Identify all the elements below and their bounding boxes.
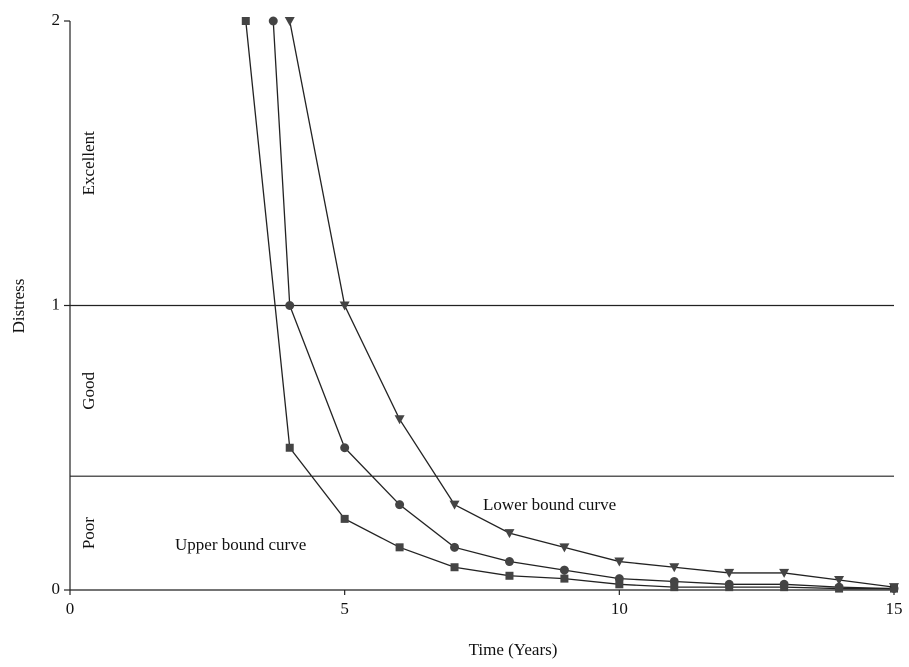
series-line xyxy=(289,20,895,588)
marker xyxy=(834,576,845,586)
y-axis-label: Distress xyxy=(9,279,28,334)
marker xyxy=(505,571,514,580)
marker xyxy=(614,557,625,567)
annotation: Upper bound curve xyxy=(175,535,306,554)
marker xyxy=(395,500,405,510)
marker xyxy=(559,565,569,575)
marker xyxy=(779,568,790,578)
marker xyxy=(889,583,899,593)
marker xyxy=(450,542,460,552)
y-tick-label: 2 xyxy=(52,10,61,29)
marker xyxy=(559,543,570,553)
marker xyxy=(449,500,460,510)
marker xyxy=(284,17,295,26)
zone-label: Good xyxy=(79,371,98,409)
marker xyxy=(779,579,789,589)
marker xyxy=(339,301,350,311)
x-tick-label: 5 xyxy=(340,599,349,618)
marker xyxy=(724,568,735,578)
x-tick-label: 0 xyxy=(66,599,75,618)
marker xyxy=(340,514,349,523)
marker xyxy=(834,582,844,592)
marker xyxy=(670,583,679,592)
marker xyxy=(268,16,278,26)
x-axis-label: Time (Years) xyxy=(469,640,558,659)
marker xyxy=(669,576,679,586)
zone-label: Poor xyxy=(79,517,98,549)
marker xyxy=(560,574,569,583)
marker xyxy=(615,580,624,589)
marker xyxy=(614,574,624,584)
marker xyxy=(285,443,294,452)
marker xyxy=(241,17,250,25)
marker xyxy=(395,543,404,552)
annotation: Lower bound curve xyxy=(483,495,616,514)
y-tick-label: 1 xyxy=(52,294,61,313)
marker xyxy=(450,563,459,572)
zone-label: Excellent xyxy=(79,131,98,195)
marker xyxy=(285,301,295,310)
marker xyxy=(669,563,680,573)
marker xyxy=(504,557,514,567)
y-tick-label: 0 xyxy=(52,579,61,598)
marker xyxy=(340,443,350,453)
x-tick-label: 10 xyxy=(611,599,628,618)
x-tick-label: 15 xyxy=(886,599,903,618)
marker xyxy=(394,415,405,425)
marker xyxy=(504,529,515,539)
marker xyxy=(724,579,734,589)
